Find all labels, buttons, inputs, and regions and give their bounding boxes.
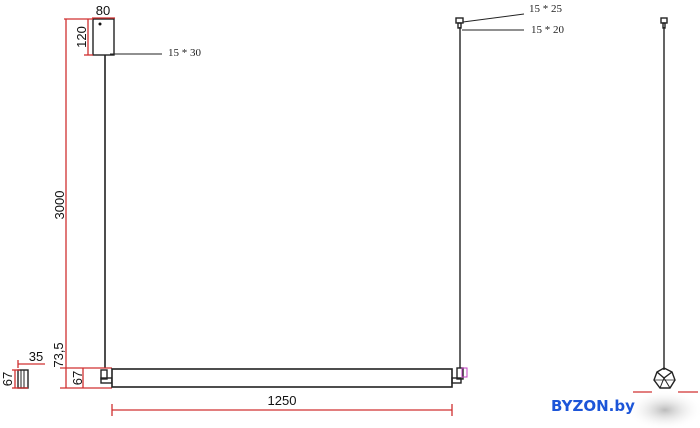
canopy-width-label: 80 [96, 3, 110, 18]
brand-watermark: BYZON.by [551, 397, 635, 415]
offset-label: 73,5 [51, 342, 66, 367]
light-bar [111, 368, 453, 388]
connector-highlight [461, 367, 468, 378]
front-view: 80 120 15 * 30 3000 73,5 67 1250 15 * 25… [51, 3, 565, 416]
polyhedron-end [653, 367, 676, 389]
leader-canopy-fix: 15 * 30 [168, 47, 202, 59]
canopy-screw [98, 22, 102, 26]
end-view: 35 67 [0, 349, 45, 389]
leader-top-cap: 15 * 25 [529, 3, 563, 15]
top-cap [455, 17, 464, 24]
connector-left [100, 369, 108, 380]
profile-height-label: 67 [70, 371, 85, 385]
side-view [627, 17, 700, 428]
canopy-height-label: 120 [74, 26, 89, 48]
cable-length-label: 3000 [52, 191, 67, 220]
end-width-label: 35 [29, 349, 43, 364]
canopy [92, 18, 115, 56]
length-label: 1250 [268, 393, 297, 408]
end-height-label: 67 [0, 372, 15, 386]
leader-cable-holder: 15 * 20 [531, 24, 565, 36]
watermark-blob [627, 390, 700, 428]
